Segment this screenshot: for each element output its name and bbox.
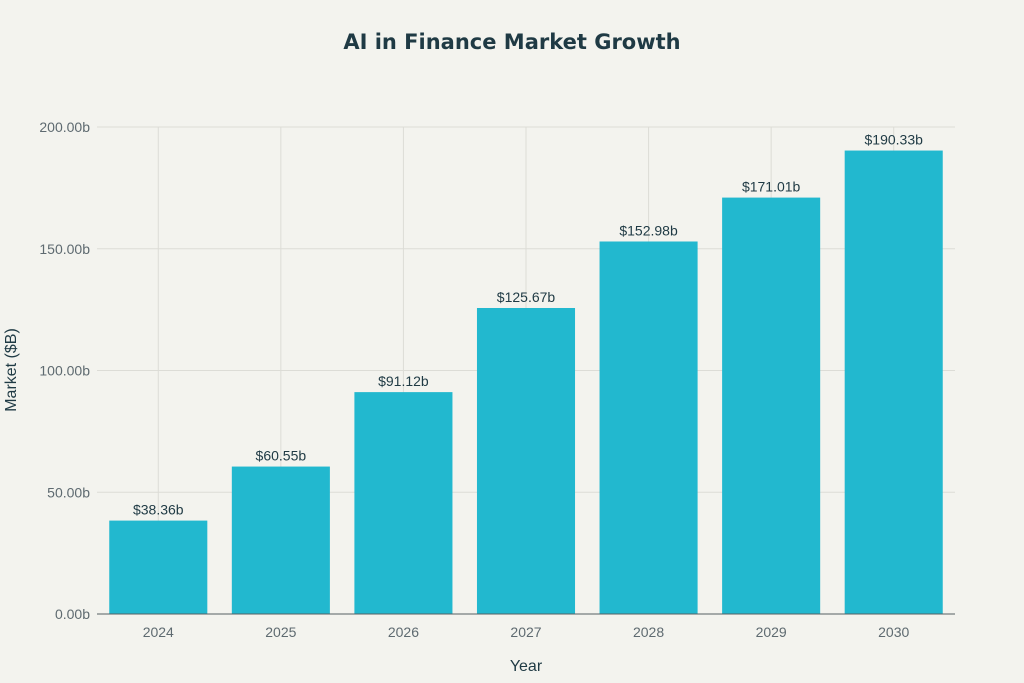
bar-2029 [722,197,821,615]
bar-2025 [231,466,330,614]
x-tick-label: 2030 [878,624,909,640]
data-label-2025: $60.55b [256,448,307,464]
bar-2028 [599,241,698,614]
x-tick-label: 2024 [143,624,174,640]
data-label-2029: $171.01b [742,179,801,195]
y-tick-label: 200.00b [39,119,90,135]
data-label-2024: $38.36b [133,502,184,518]
data-label-2026: $91.12b [378,373,429,389]
y-tick-label: 50.00b [47,484,90,500]
bar-2030 [844,150,943,614]
x-axis-ticks: 2024 2025 2026 2027 2028 2029 2030 [143,624,910,640]
data-label-2027: $125.67b [497,289,556,305]
y-axis-title: Market ($B) [3,328,20,412]
chart-title: AI in Finance Market Growth [343,30,680,54]
data-label-2028: $152.98b [619,222,678,238]
x-tick-label: 2026 [388,624,419,640]
y-axis-ticks: 0.00b 50.00b 100.00b 150.00b 200.00b [39,119,90,622]
bar-2026 [354,392,453,614]
bars [109,150,943,615]
y-tick-label: 0.00b [55,606,90,622]
bar-2024 [109,520,208,614]
x-axis-title: Year [510,658,543,675]
bar-2027 [476,307,576,614]
data-label-2030: $190.33b [865,132,924,148]
x-tick-label: 2028 [633,624,664,640]
data-labels: $38.36b $60.55b $91.12b $125.67b $152.98b $17… [133,132,923,518]
y-tick-label: 100.00b [39,363,90,379]
x-tick-label: 2027 [510,624,541,640]
x-tick-label: 2029 [756,624,787,640]
x-tick-label: 2025 [265,624,296,640]
y-tick-label: 150.00b [39,241,90,257]
